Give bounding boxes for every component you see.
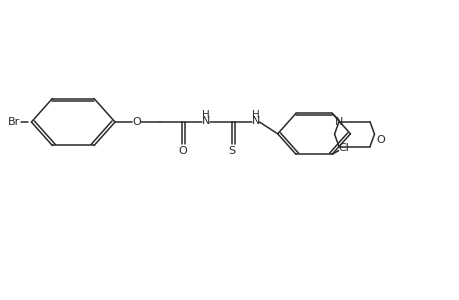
Text: Br: Br bbox=[8, 117, 20, 127]
Text: N: N bbox=[334, 117, 342, 127]
Text: H: H bbox=[202, 110, 209, 120]
Text: O: O bbox=[178, 146, 186, 156]
Text: O: O bbox=[132, 117, 141, 127]
Text: N: N bbox=[202, 116, 210, 126]
Text: Cl: Cl bbox=[337, 143, 348, 153]
Text: N: N bbox=[251, 116, 259, 126]
Text: S: S bbox=[228, 146, 235, 156]
Text: O: O bbox=[375, 135, 384, 146]
Text: H: H bbox=[252, 110, 259, 120]
